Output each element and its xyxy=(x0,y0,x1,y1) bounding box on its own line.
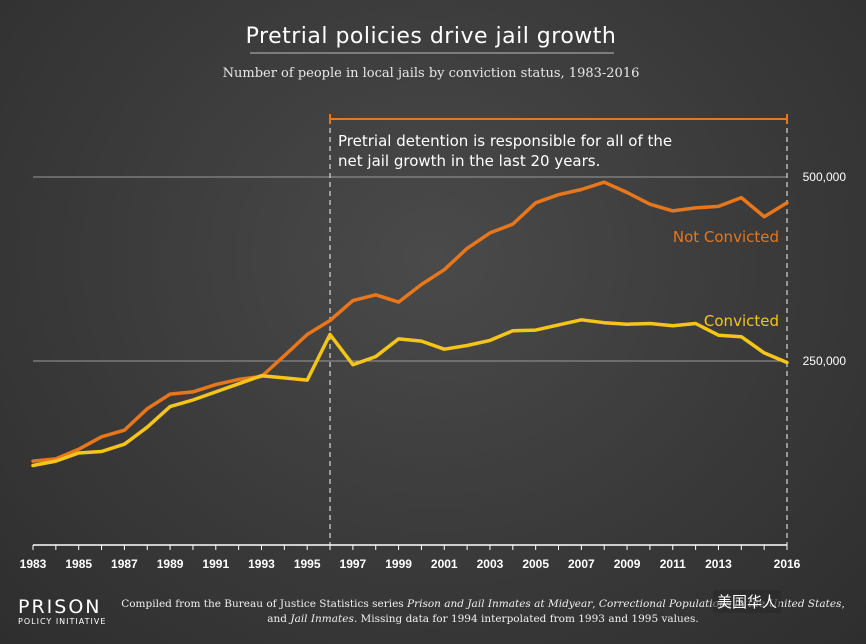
x-tick-label: 1987 xyxy=(111,557,138,571)
x-tick-label: 1991 xyxy=(202,557,229,571)
watermark: 美国华人 xyxy=(713,590,782,613)
x-tick-label: 1997 xyxy=(340,557,367,571)
x-tick-label: 1999 xyxy=(385,557,412,571)
y-tick-label: 500,000 xyxy=(803,170,847,184)
x-tick-label: 1985 xyxy=(65,557,92,571)
source-line2-prefix: and xyxy=(267,613,291,625)
x-tick-label: 2007 xyxy=(568,557,595,571)
source-mid-1: , xyxy=(592,598,599,610)
series-line-convicted xyxy=(31,318,789,468)
x-tick-label: 2013 xyxy=(705,557,732,571)
series-label-convicted: Convicted xyxy=(704,312,779,330)
source-italic-3: Jail Inmates xyxy=(290,613,354,625)
chart-title: Pretrial policies drive jail growth xyxy=(246,24,617,49)
source-line2-suffix: . Missing data for 1994 interpolated fro… xyxy=(353,613,699,625)
x-tick-label: 2011 xyxy=(660,557,686,571)
series-label-not-convicted: Not Convicted xyxy=(673,228,779,246)
grid: 250,000 500,000 xyxy=(33,170,846,368)
chart-subtitle: Number of people in local jails by convi… xyxy=(223,66,640,81)
series-layer: Not Convicted Convicted xyxy=(31,180,789,468)
x-tick-label: 2016 xyxy=(774,557,801,571)
x-tick-label: 1989 xyxy=(157,557,184,571)
logo-subtitle: POLICY INITIATIVE xyxy=(18,617,107,626)
y-tick-label: 250,000 xyxy=(803,354,847,368)
logo-title: PRISON xyxy=(18,596,102,618)
x-axis: 1983 1985 1987 1989 1991 1993 1995 1997 1999 2001… xyxy=(20,544,801,571)
source-prefix: Compiled from the Bureau of Justice Stat… xyxy=(121,598,408,610)
annotation-text-line1: Pretrial detention is responsible for al… xyxy=(338,132,672,150)
x-tick-label: 2009 xyxy=(614,557,641,571)
x-tick-label: 2003 xyxy=(477,557,504,571)
x-tick-label: 2001 xyxy=(431,557,458,571)
x-tick-label: 1993 xyxy=(248,557,275,571)
x-tick-label: 1995 xyxy=(294,557,321,571)
source-italic-1: Prison and Jail Inmates at Midyear xyxy=(407,598,593,610)
annotation-text-line2: net jail growth in the last 20 years. xyxy=(338,152,600,170)
x-tick-label: 1983 xyxy=(20,557,47,571)
source-mid-2: , xyxy=(841,598,845,610)
series-line-not-convicted xyxy=(31,180,789,463)
x-tick-label: 2005 xyxy=(522,557,549,571)
